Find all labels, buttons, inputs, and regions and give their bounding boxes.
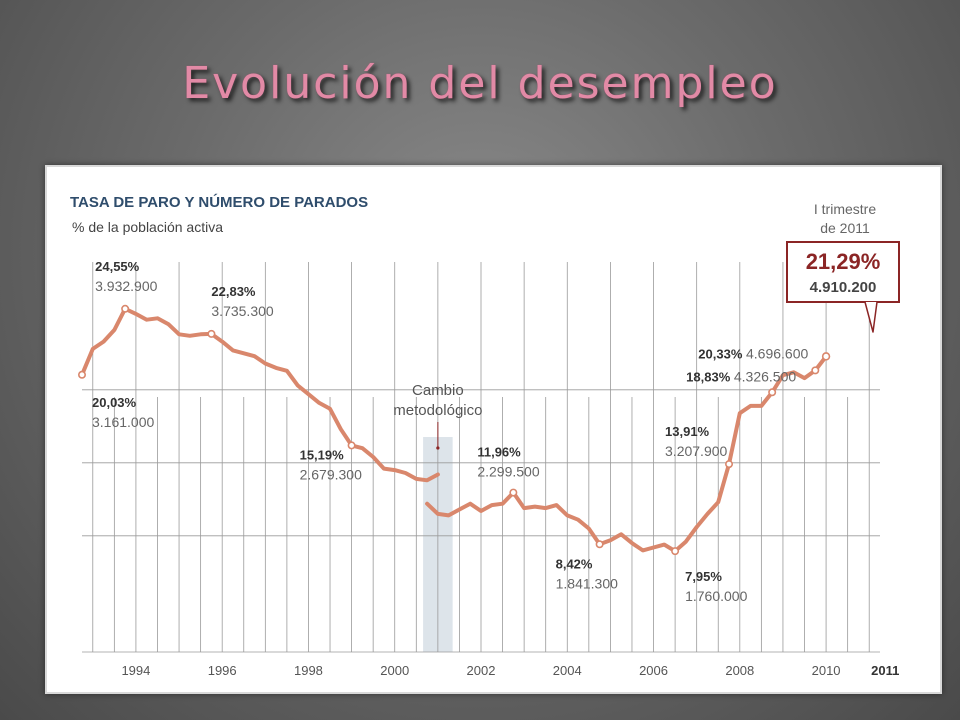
x-tick-label: 2002 xyxy=(467,663,496,678)
data-label: 18,83% 4.326.500 xyxy=(686,368,796,384)
data-label-count: 1.841.300 xyxy=(556,575,618,591)
data-label-percent: 11,96% xyxy=(477,445,521,460)
x-tick-label: 2010 xyxy=(812,663,841,678)
latest-period-label: I trimestre xyxy=(814,201,876,217)
unemployment-chart: TASA DE PARO Y NÚMERO DE PARADOS % de la… xyxy=(70,193,900,678)
data-point-marker-latest xyxy=(821,352,831,361)
latest-callout-percent: 21,29% xyxy=(806,249,881,274)
data-label-percent: 20,03% xyxy=(92,395,137,410)
data-point-marker xyxy=(725,460,734,469)
data-point-marker xyxy=(509,488,518,497)
chart-subtitle: % de la población activa xyxy=(72,219,223,235)
data-point-marker xyxy=(347,441,356,450)
x-tick-label: 2004 xyxy=(553,663,582,678)
data-label-percent: 24,55% xyxy=(95,259,140,274)
data-label-percent: 22,83% xyxy=(211,284,256,299)
data-point-marker xyxy=(671,547,680,556)
data-label-count: 2.679.300 xyxy=(300,466,362,482)
chart-panel: TASA DE PARO Y NÚMERO DE PARADOS % de la… xyxy=(45,165,942,694)
x-tick-label: 2000 xyxy=(380,663,409,678)
data-label-percent: 7,95% xyxy=(685,569,722,584)
data-label-percent: 18,83% xyxy=(686,369,734,384)
data-point-marker xyxy=(121,304,130,313)
data-label-count: 3.161.000 xyxy=(92,414,154,430)
data-label-percent: 8,42% xyxy=(556,556,593,571)
data-point-marker xyxy=(811,366,820,375)
latest-callout-count: 4.910.200 xyxy=(810,279,877,296)
x-tick-label: 2011 xyxy=(871,663,899,678)
data-label: 20,33% 4.696.600 xyxy=(698,345,808,361)
methodology-note-dot xyxy=(436,446,440,450)
data-label-percent: 20,33% xyxy=(698,346,746,361)
x-tick-label: 1996 xyxy=(208,663,237,678)
data-point-marker xyxy=(207,329,216,338)
data-label-count: 3.207.900 xyxy=(665,443,727,459)
series-line-after-2001 xyxy=(425,354,829,554)
series-line-before-2001 xyxy=(80,306,440,483)
data-label-count: 1.760.000 xyxy=(685,588,747,604)
data-label-count: 3.932.900 xyxy=(95,278,157,294)
data-label-count: 2.299.500 xyxy=(477,464,539,480)
data-point-marker xyxy=(77,370,86,379)
methodology-note-text: metodológico xyxy=(393,402,482,419)
data-point-marker xyxy=(595,540,604,549)
x-tick-label: 1994 xyxy=(121,663,150,678)
x-tick-label: 1998 xyxy=(294,663,323,678)
latest-callout-box xyxy=(786,241,900,303)
slide-title: Evolución del desempleo xyxy=(182,58,778,109)
methodology-note-text: Cambio xyxy=(412,382,464,399)
x-tick-label: 2008 xyxy=(725,663,754,678)
data-point-marker xyxy=(768,388,777,397)
chart-title: TASA DE PARO Y NÚMERO DE PARADOS xyxy=(70,193,368,211)
x-tick-label: 2006 xyxy=(639,663,668,678)
data-label-count: 4.326.500 xyxy=(734,368,796,384)
latest-callout-pointer xyxy=(864,301,878,333)
data-label-count: 3.735.300 xyxy=(211,303,273,319)
latest-period-label: de 2011 xyxy=(820,220,870,236)
data-label-percent: 13,91% xyxy=(665,424,710,439)
data-label-percent: 15,19% xyxy=(300,447,345,462)
data-label-count: 4.696.600 xyxy=(746,345,808,361)
